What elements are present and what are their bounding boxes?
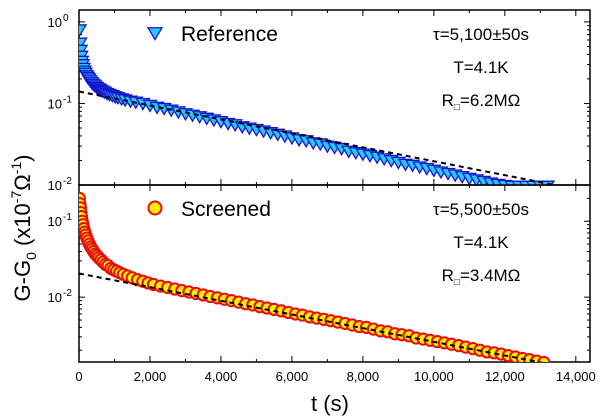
- scr-y-tick-label: 10: [48, 214, 62, 229]
- ref-resistance-annotation: R□=6.2MΩ: [442, 91, 521, 113]
- x-axis-title: t (s): [311, 391, 349, 416]
- legend-screened-marker: [147, 200, 163, 216]
- ref-y-tick-exp: 0: [63, 13, 69, 24]
- scr-temperature-annotation: T=4.1K: [453, 233, 509, 252]
- x-tick-label: 2,000: [134, 369, 167, 384]
- screened-point: [537, 355, 551, 362]
- ref-resistance-sub: □: [454, 102, 460, 113]
- legend-screened-label: Screened: [181, 198, 271, 221]
- y-axis-title-sup2: -1: [8, 162, 24, 175]
- ref-resistance-prefix: R: [442, 91, 454, 110]
- ref-resistance-value: =6.2MΩ: [460, 91, 520, 110]
- y-axis-title-prefix: G-G: [10, 260, 35, 302]
- ref-temperature-annotation: T=4.1K: [453, 58, 509, 77]
- ref-y-tick-exp: -1: [63, 94, 72, 105]
- x-tick-label: 4,000: [205, 369, 238, 384]
- y-axis-title-mid2: Ω: [10, 174, 35, 190]
- scr-resistance-sub: □: [454, 277, 460, 288]
- scr-resistance-annotation: R□=3.4MΩ: [442, 266, 521, 288]
- scr-fit-line: [79, 272, 544, 362]
- y-axis-title-mid: (x10: [10, 203, 35, 252]
- y-axis-title-suffix: ): [10, 155, 35, 162]
- ref-y-tick-label: 10: [48, 96, 62, 111]
- scr-resistance-value: =3.4MΩ: [460, 266, 520, 285]
- legend-reference-marker: [146, 27, 164, 41]
- ref-plot-area: [79, 24, 560, 185]
- legend-reference-label: Reference: [181, 23, 278, 46]
- scr-resistance-prefix: R: [442, 266, 454, 285]
- ref-tau-annotation: τ=5,100±50s: [433, 25, 529, 44]
- ref-fit-line: [79, 90, 560, 185]
- x-tick-label: 0: [75, 369, 82, 384]
- scr-tau-annotation: τ=5,500±50s: [433, 200, 529, 219]
- scr-plot-area: [79, 191, 551, 362]
- y-axis-title-sup: -7: [8, 191, 24, 204]
- scr-y-tick-label: 10: [48, 290, 62, 305]
- ref-y-tick-label: 10: [48, 178, 62, 193]
- scr-y-tick-exp: -2: [63, 288, 72, 299]
- x-axis: 0 2,000 4,000 6,000 8,000 10,000 12,000 14,000: [75, 369, 595, 384]
- x-tick-label: 10,000: [414, 369, 454, 384]
- y-axis-title: G-G0 (x10-7Ω-1): [8, 155, 39, 302]
- reference-point: [79, 24, 88, 38]
- x-tick-label: 14,000: [556, 369, 596, 384]
- x-tick-label: 12,000: [485, 369, 525, 384]
- scr-y-tick-exp: -1: [63, 212, 72, 223]
- ref-y-tick-label: 10: [48, 15, 62, 30]
- ref-y-tick-exp: -2: [63, 176, 72, 187]
- y-axis-title-sub: 0: [23, 252, 39, 260]
- x-tick-label: 8,000: [347, 369, 380, 384]
- x-tick-label: 6,000: [276, 369, 309, 384]
